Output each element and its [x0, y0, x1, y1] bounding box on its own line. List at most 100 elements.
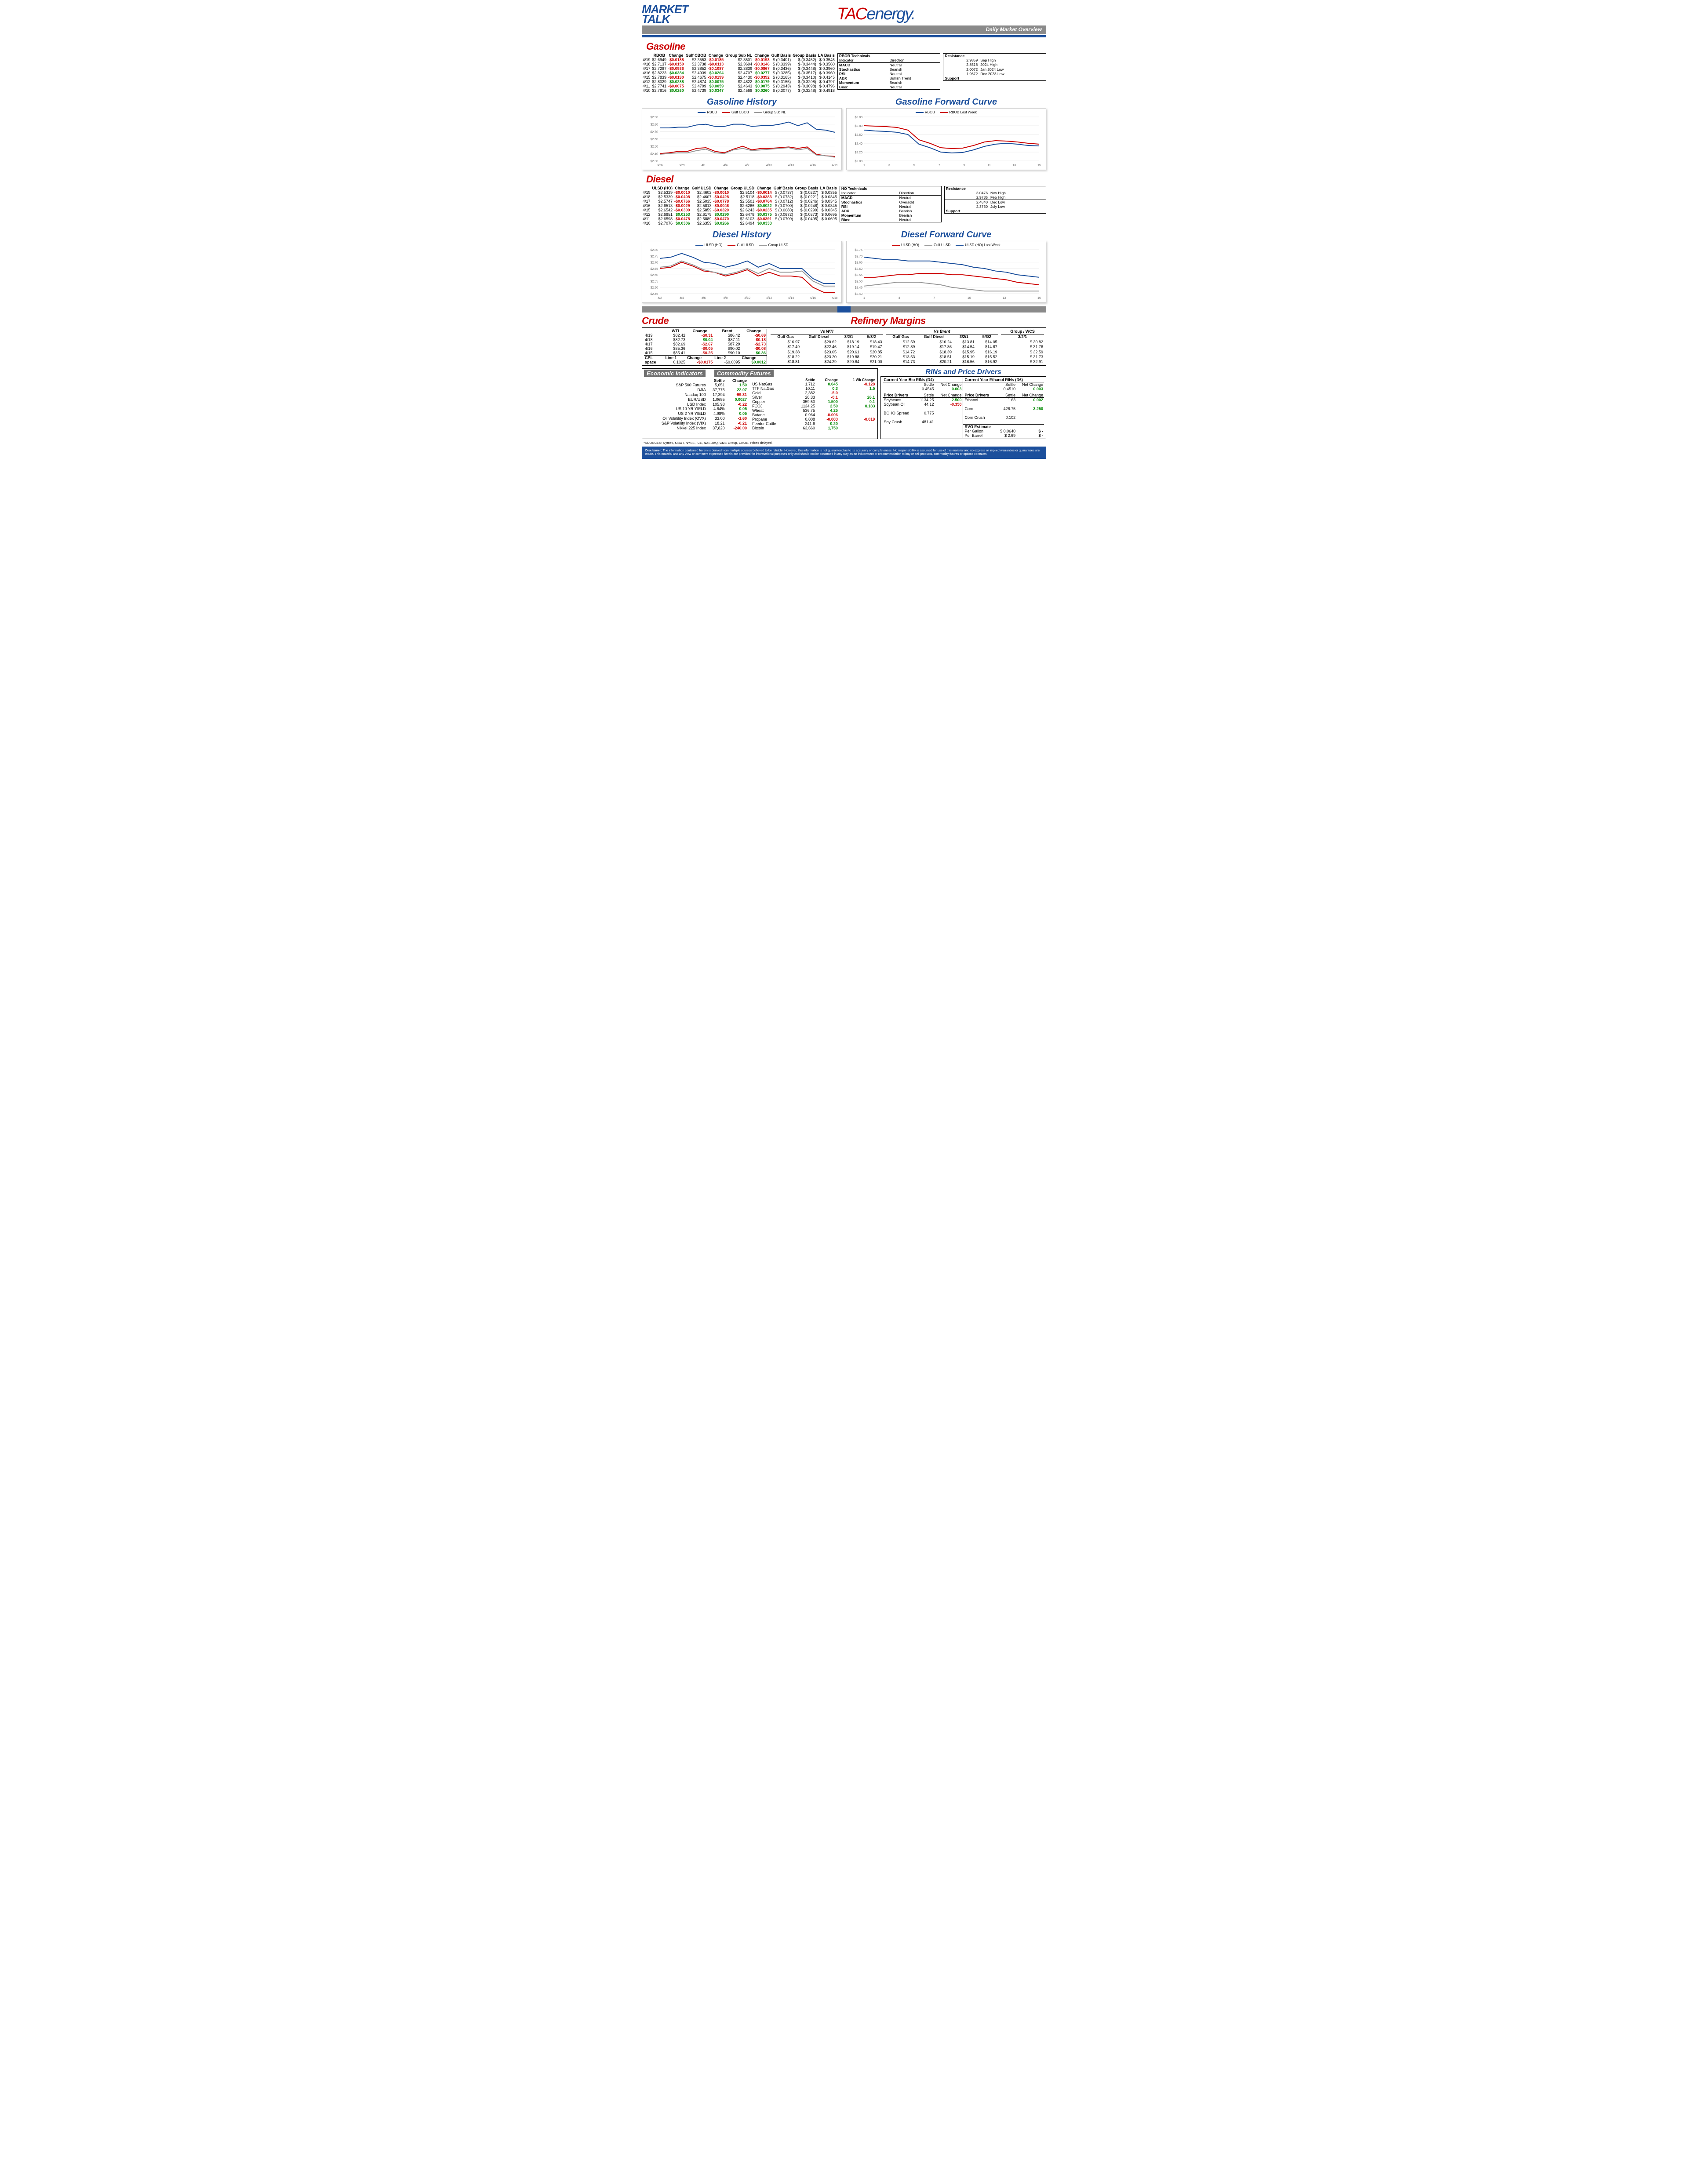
crude-refinery-box: WTIChangeBrentChange4/19$82.42-$0.31$86.… — [642, 327, 1046, 366]
svg-text:$2.55: $2.55 — [855, 274, 862, 277]
gasoline-forward-title: Gasoline Forward Curve — [846, 97, 1046, 107]
gasoline-charts: Gasoline History RBOBGulf CBOBGroup Sub … — [642, 94, 1046, 170]
gasoline-history-legend: RBOBGulf CBOBGroup Sub NL — [644, 110, 840, 114]
gasoline-forward-chart: RBOBRBOB Last Week $2.00 $2.20 $2.40 $2.60 $… — [846, 108, 1046, 170]
footnote: *SOURCES: Nymex, CBOT, NYSE, ICE, NASDAQ… — [644, 441, 1046, 445]
diesel-forward-legend: ULSD (HO)Gulf ULSDULSD (HO) Last Week — [848, 243, 1044, 247]
econ-title: Economic Indicators — [644, 370, 706, 377]
svg-text:$3.00: $3.00 — [855, 116, 862, 119]
svg-text:4/7: 4/7 — [745, 164, 749, 167]
svg-text:$2.60: $2.60 — [650, 138, 658, 141]
gasoline-history-title: Gasoline History — [642, 97, 842, 107]
header-blue-strip — [642, 35, 1046, 37]
svg-text:$2.50: $2.50 — [650, 287, 658, 290]
gasoline-table: RBOBChangeGulf CBOBChangeGroup Sub NLCha… — [642, 53, 836, 93]
svg-text:$2.20: $2.20 — [855, 151, 862, 154]
diesel-charts: Diesel History ULSD (HO)Gulf ULSDGroup U… — [642, 227, 1046, 303]
svg-text:$2.40: $2.40 — [855, 293, 862, 296]
gasoline-row: RBOBChangeGulf CBOBChangeGroup Sub NLCha… — [642, 53, 1046, 93]
svg-text:4/19: 4/19 — [832, 164, 837, 167]
gasoline-forward-legend: RBOBRBOB Last Week — [848, 110, 1044, 114]
svg-text:$2.80: $2.80 — [650, 249, 658, 252]
svg-text:13: 13 — [1003, 297, 1006, 300]
diesel-technicals: HO TechnicalsIndicatorDirectionMACDNeutr… — [840, 186, 942, 222]
svg-text:$2.00: $2.00 — [855, 160, 862, 163]
diesel-history-title: Diesel History — [642, 230, 842, 240]
gasoline-history-chart: RBOBGulf CBOBGroup Sub NL $2.30 $2.40 $2.5… — [642, 108, 842, 170]
svg-text:$2.80: $2.80 — [650, 124, 658, 127]
svg-text:15: 15 — [1037, 164, 1041, 167]
svg-text:$2.75: $2.75 — [650, 255, 658, 258]
svg-text:4: 4 — [899, 297, 900, 300]
svg-text:$2.70: $2.70 — [650, 262, 658, 265]
svg-text:4/10: 4/10 — [744, 297, 750, 300]
overview-label: Daily Market Overview — [986, 26, 1042, 33]
svg-text:4/10: 4/10 — [766, 164, 772, 167]
rins-title: RINs and Price Drivers — [880, 368, 1046, 376]
mid-divider — [642, 306, 1046, 313]
disclaimer: Disclaimer: The information contained he… — [642, 447, 1046, 459]
svg-text:$2.40: $2.40 — [650, 153, 658, 156]
svg-text:4/13: 4/13 — [788, 164, 794, 167]
svg-text:$2.60: $2.60 — [855, 134, 862, 137]
diesel-forward-title: Diesel Forward Curve — [846, 230, 1046, 240]
svg-text:4/16: 4/16 — [810, 297, 816, 300]
svg-text:4/8: 4/8 — [723, 297, 728, 300]
svg-text:3/26: 3/26 — [657, 164, 663, 167]
svg-text:3: 3 — [888, 164, 890, 167]
svg-text:10: 10 — [968, 297, 971, 300]
svg-text:1: 1 — [863, 164, 865, 167]
comm-title: Commodity Futures — [714, 370, 774, 377]
svg-text:$2.80: $2.80 — [855, 125, 862, 128]
refinery-table: Vs WTIVs BrentGroup / WCSGulf GasGulf Di… — [771, 329, 1044, 364]
header-gray-bar: Daily Market Overview — [642, 25, 1046, 34]
svg-text:$2.75: $2.75 — [855, 249, 862, 252]
refinery-title: Refinery Margins — [730, 315, 1046, 327]
diesel-history-legend: ULSD (HO)Gulf ULSDGroup ULSD — [644, 243, 840, 247]
svg-text:7: 7 — [933, 297, 935, 300]
diesel-history-chart: ULSD (HO)Gulf ULSDGroup ULSD $2.45 $2.50 $… — [642, 241, 842, 303]
svg-text:$2.40: $2.40 — [855, 142, 862, 145]
svg-text:4/16: 4/16 — [810, 164, 816, 167]
svg-text:$2.45: $2.45 — [650, 293, 658, 296]
svg-text:4/2: 4/2 — [658, 297, 662, 300]
svg-text:13: 13 — [1012, 164, 1016, 167]
svg-text:7: 7 — [939, 164, 940, 167]
tac-logo: TACenergy. — [706, 5, 1046, 24]
gasoline-technicals: RBOB TechnicalsIndicatorDirectionMACDNeu… — [837, 53, 941, 90]
svg-text:4/4: 4/4 — [680, 297, 684, 300]
bottom-row: Economic Indicators Commodity Futures Se… — [642, 368, 1046, 439]
svg-text:4/14: 4/14 — [788, 297, 794, 300]
svg-text:$2.65: $2.65 — [650, 268, 658, 271]
svg-text:$2.45: $2.45 — [855, 287, 862, 290]
svg-text:$2.50: $2.50 — [855, 280, 862, 283]
svg-text:$2.90: $2.90 — [650, 116, 658, 119]
svg-text:3/29: 3/29 — [679, 164, 685, 167]
svg-text:9: 9 — [963, 164, 965, 167]
disclaimer-label: Disclaimer: — [645, 449, 662, 452]
crude-title: Crude — [642, 315, 669, 327]
svg-text:4/18: 4/18 — [832, 297, 837, 300]
svg-text:4/4: 4/4 — [723, 164, 728, 167]
market-talk-logo: MARKET TALK — [642, 4, 688, 24]
logo-energy: energy — [866, 5, 911, 23]
header: MARKET TALK TACenergy. — [642, 4, 1046, 24]
diesel-resistance: Resistance3.0476Nov High2.9735Feb High2.… — [944, 186, 1046, 214]
svg-text:1: 1 — [863, 297, 865, 300]
comm-table: SettleChange1 Wk ChangeUS NatGas1.7120.0… — [751, 378, 876, 430]
svg-text:$2.50: $2.50 — [650, 145, 658, 149]
diesel-table: ULSD (HO)ChangeGulf ULSDChangeGroup ULSD… — [642, 186, 838, 225]
svg-text:$2.30: $2.30 — [650, 160, 658, 163]
diesel-title: Diesel — [646, 174, 1046, 185]
disclaimer-text: The information contained herein is deri… — [645, 449, 1040, 456]
gasoline-resistance: Resistance2.9859Sep High2.85162024 High2… — [943, 53, 1046, 81]
svg-text:16: 16 — [1037, 297, 1041, 300]
svg-text:11: 11 — [988, 164, 991, 167]
svg-text:$2.70: $2.70 — [855, 255, 862, 258]
rins-box: Current Year Bio RINs (D4)Current Year E… — [880, 376, 1046, 439]
svg-text:$2.60: $2.60 — [650, 274, 658, 277]
econ-table: SettleChangeS&P 500 Futures5,0511.50DJIA… — [644, 378, 748, 430]
gasoline-title: Gasoline — [646, 41, 1046, 52]
svg-text:4/1: 4/1 — [702, 164, 706, 167]
svg-text:$2.70: $2.70 — [650, 131, 658, 134]
